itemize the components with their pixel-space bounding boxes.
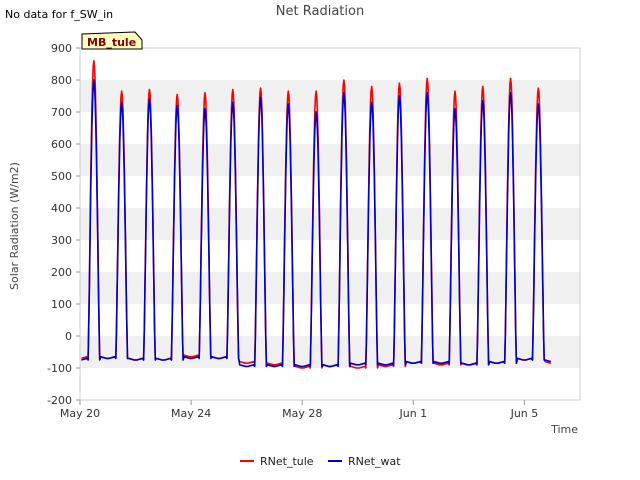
x-axis: May 20 May 24 May 28 Jun 1 Jun 5	[60, 400, 538, 420]
series-layer	[81, 60, 552, 369]
grid-band	[80, 208, 580, 240]
y-tick-label: -100	[47, 362, 72, 375]
no-data-note: No data for f_SW_in	[5, 8, 113, 21]
x-tick-label: Jun 5	[510, 407, 539, 420]
site-badge: MB_tule	[81, 31, 143, 50]
grid-band	[80, 272, 580, 304]
x-axis-label: Time	[550, 423, 578, 436]
y-tick-label: 200	[51, 266, 72, 279]
x-tick-label: May 20	[60, 407, 100, 420]
y-tick-label: 700	[51, 106, 72, 119]
plot-area-frame	[79, 47, 581, 401]
y-tick-label: 0	[65, 330, 72, 343]
y-tick-label: 600	[51, 138, 72, 151]
y-axis: -200 -100 0 100 200 300 400 500 600 700 800 900	[47, 42, 80, 407]
y-tick-label: 100	[51, 298, 72, 311]
x-tick-label: May 28	[282, 407, 322, 420]
grid-band	[80, 144, 580, 176]
grid-band	[80, 80, 580, 112]
y-tick-label: 900	[51, 42, 72, 55]
x-tick-label: May 24	[171, 407, 211, 420]
legend: RNet_tule RNet_wat	[240, 455, 401, 468]
y-tick-label: 800	[51, 74, 72, 87]
site-badge-shape	[81, 31, 143, 50]
x-tick-label: Jun 1	[398, 407, 427, 420]
site-badge-label: MB_tule	[87, 36, 136, 49]
y-tick-label: 300	[51, 234, 72, 247]
chart-title: Net Radiation	[276, 4, 364, 19]
plot-background-bands	[80, 80, 580, 368]
legend-label-rnet-tule: RNet_tule	[260, 455, 314, 468]
y-axis-label: Solar Radiation (W/m2)	[8, 162, 21, 290]
series-line-rnet-wat	[81, 79, 552, 368]
y-tick-label: 500	[51, 170, 72, 183]
legend-label-rnet-wat: RNet_wat	[348, 455, 401, 468]
y-tick-label: 400	[51, 202, 72, 215]
y-tick-label: -200	[47, 394, 72, 407]
